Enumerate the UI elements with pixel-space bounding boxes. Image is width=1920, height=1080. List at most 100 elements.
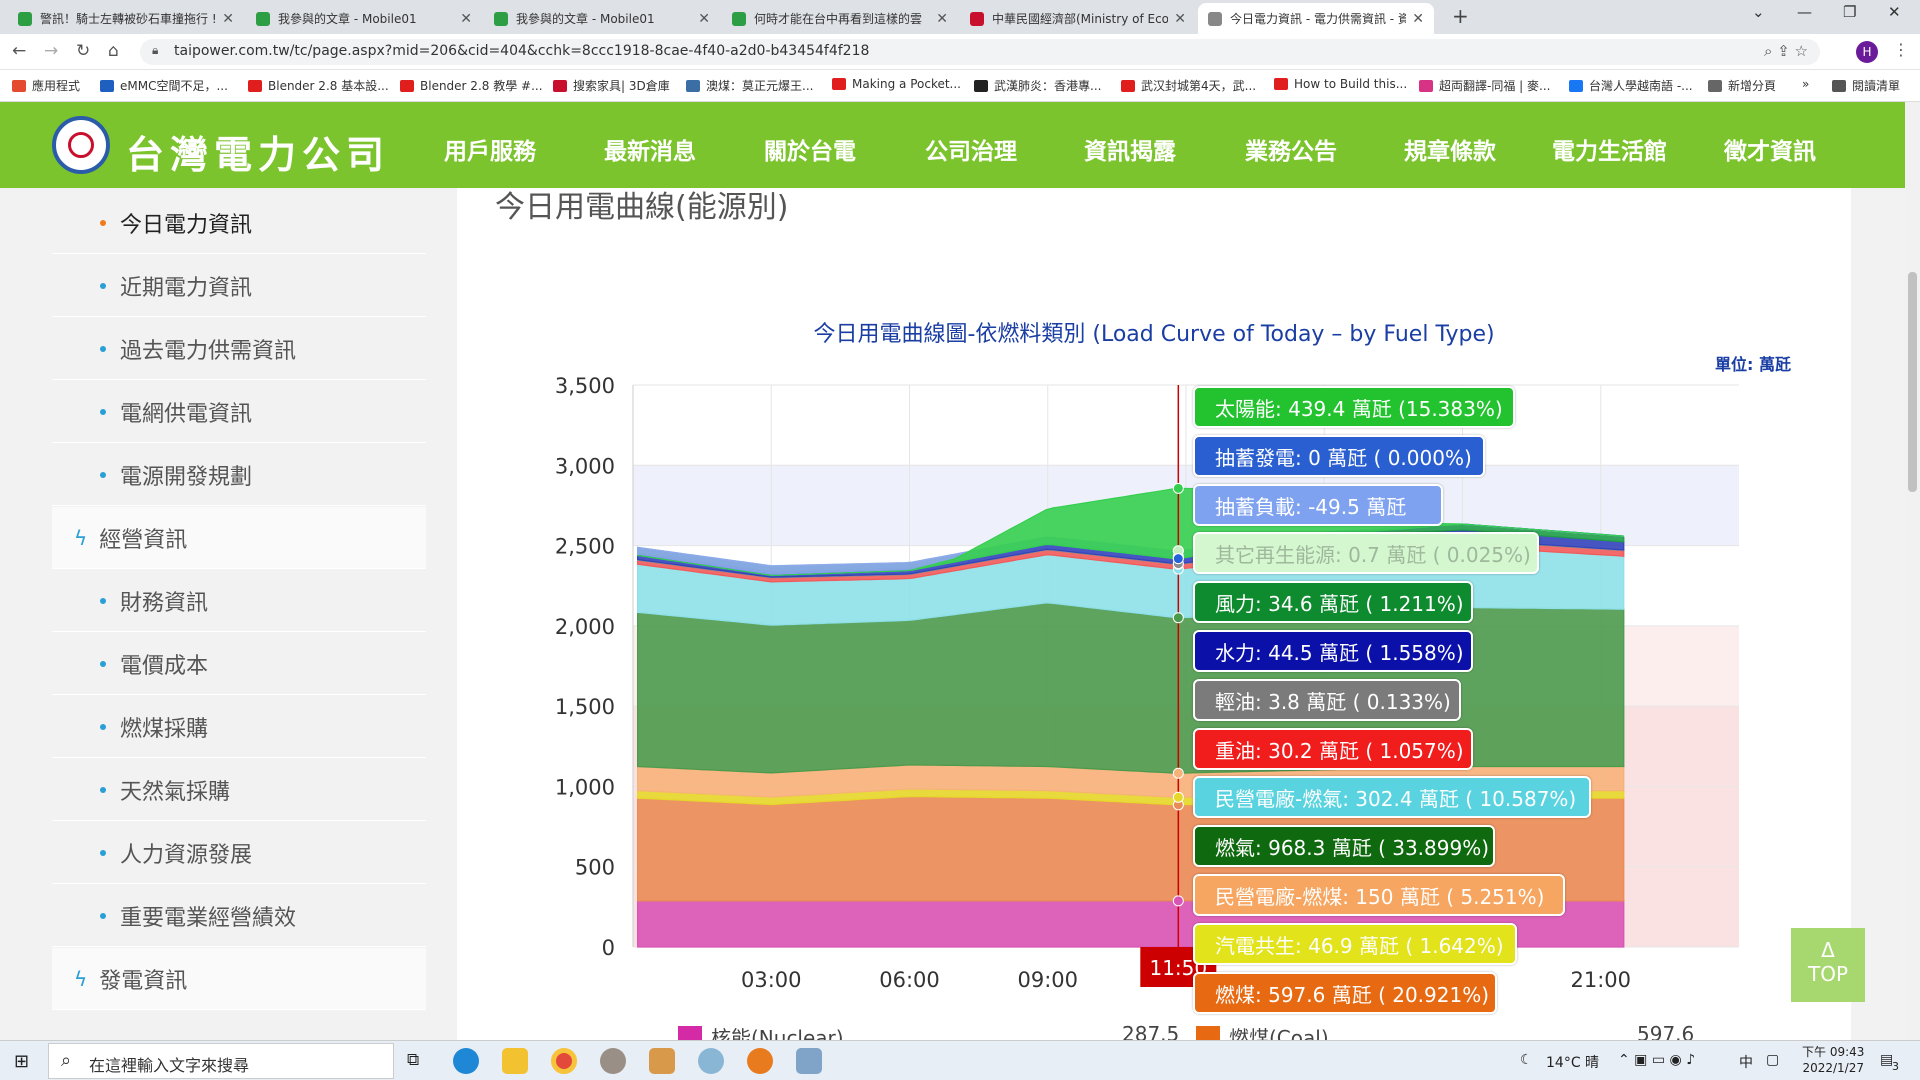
ime-indicator[interactable]: 中 (1739, 1055, 1753, 1071)
sidebar-item[interactable]: 財務資訊 (52, 570, 426, 632)
back-icon[interactable]: ← (12, 41, 27, 61)
file-explorer-icon[interactable] (502, 1048, 528, 1074)
bookmark-label: 武汉封城第4天，武... (1141, 79, 1257, 93)
bookmark-item[interactable]: 閱讀清單 (1832, 77, 1900, 94)
tooltip-text: 輕油: 3.8 萬瓩 ( 0.133%) (1215, 689, 1451, 714)
windows-start-icon[interactable]: ⊞ (14, 1051, 30, 1072)
app-icon-2[interactable] (649, 1048, 675, 1074)
site-logo-text[interactable]: 台灣電力公司 (126, 132, 391, 177)
browser-tab[interactable]: 警訊！騎士左轉被砂石車撞拖行 ! ✕ (8, 3, 244, 34)
bookmark-label: 閱讀清單 (1852, 79, 1901, 93)
main-nav-item[interactable]: 業務公告 (1245, 139, 1337, 165)
tooltip-text: 風力: 34.6 萬瓩 ( 1.211%) (1215, 592, 1464, 617)
sidebar-item[interactable]: 重要電業經營績效 (52, 885, 426, 947)
sidebar-item[interactable]: 天然氣採購 (52, 759, 426, 821)
scroll-thumb[interactable] (1908, 272, 1917, 492)
tooltip-text: 民營電廠-燃氣: 302.4 萬瓩 ( 10.587%) (1215, 787, 1577, 812)
main-nav-item[interactable]: 電力生活館 (1552, 139, 1667, 165)
browser-tab[interactable]: 何時才能在台中再看到這樣的雲 ✕ (722, 3, 958, 34)
bookmark-item[interactable]: Blender 2.8 教學 #... (400, 77, 543, 94)
new-tab-button[interactable]: + (1452, 4, 1469, 28)
tab-close-icon[interactable]: ✕ (1174, 10, 1186, 27)
sidebar-section[interactable]: ϟ 經營資訊 (52, 507, 426, 569)
weather-text[interactable]: 14°C 晴 (1546, 1055, 1600, 1071)
bookmark-star-icon[interactable]: ⌕ ⇪ ☆ (1764, 42, 1808, 60)
ime-mode-icon[interactable]: ▢ (1766, 1052, 1780, 1068)
forward-icon[interactable]: → (44, 41, 59, 61)
sidebar-item[interactable]: 電源開發規劃 (52, 444, 426, 506)
browser-tab[interactable]: 今日電力資訊 - 電力供需資訊 - 資 ✕ (1198, 3, 1434, 34)
sidebar-item[interactable]: 過去電力供需資訊 (52, 318, 426, 380)
tab-close-icon[interactable]: ✕ (936, 10, 948, 27)
bookmark-item[interactable]: 武漢肺炎：香港專... (974, 77, 1101, 94)
main-nav-item[interactable]: 關於台電 (764, 139, 856, 165)
restore-icon[interactable]: ❐ (1843, 3, 1857, 21)
browser-tab[interactable]: 中華民國經濟部(Ministry of Eco ✕ (960, 3, 1196, 34)
bullet-icon (100, 597, 106, 604)
sidebar-item[interactable]: 燃煤採購 (52, 696, 426, 758)
close-window-icon[interactable]: ✕ (1888, 3, 1901, 21)
bookmark-label: Blender 2.8 教學 #... (420, 79, 543, 93)
bookmark-item[interactable]: Making a Pocket... (832, 77, 961, 91)
lightning-icon: ϟ (74, 966, 88, 991)
notification-icon[interactable]: ▤ (1880, 1052, 1894, 1068)
tray-icons[interactable]: ⌃ ▣ ▭ ◉ ♪ (1618, 1052, 1696, 1068)
taskbar-search-box[interactable]: ⌕ 在這裡輸入文字來搜尋 (48, 1043, 394, 1079)
bookmark-item[interactable]: 應用程式 (12, 77, 80, 94)
weather-icon[interactable]: ☾ (1520, 1052, 1533, 1068)
sidebar-item[interactable]: 電網供電資訊 (52, 381, 426, 443)
bookmark-item[interactable]: 台灣人學越南語 -... (1569, 77, 1693, 94)
browser-tab[interactable]: 我參與的文章 - Mobile01 ✕ (484, 3, 720, 34)
reload-icon[interactable]: ↻ (76, 41, 91, 61)
browser-tab[interactable]: 我參與的文章 - Mobile01 ✕ (246, 3, 482, 34)
chrome-icon[interactable] (551, 1048, 577, 1074)
area-series[interactable] (637, 602, 1625, 774)
tab-search-icon[interactable]: ⌄ (1752, 3, 1765, 21)
app-icon-3[interactable] (698, 1048, 724, 1074)
task-view-icon[interactable]: ⧉ (407, 1050, 420, 1070)
bookmark-item[interactable]: eMMC空間不足，... (100, 77, 228, 94)
sidebar-item[interactable]: 電價成本 (52, 633, 426, 695)
page-scrollbar[interactable] (1905, 102, 1920, 1040)
sidebar-item[interactable]: 近期電力資訊 (52, 255, 426, 317)
app-icon-1[interactable] (600, 1048, 626, 1074)
main-nav-item[interactable]: 規章條款 (1404, 139, 1496, 165)
minimize-icon[interactable]: — (1797, 3, 1812, 21)
series-tooltip: 民營電廠-燃氣: 302.4 萬瓩 ( 10.587%) (1193, 776, 1591, 819)
sidebar-section[interactable]: ϟ 發電資訊 (52, 948, 426, 1010)
tab-close-icon[interactable]: ✕ (222, 10, 234, 27)
tab-close-icon[interactable]: ✕ (1412, 10, 1424, 27)
main-nav-item[interactable]: 最新消息 (604, 139, 696, 165)
main-nav-item[interactable]: 公司治理 (925, 139, 1017, 165)
address-bar[interactable]: 🔒︎ taipower.com.tw/tc/page.aspx?mid=206&… (140, 39, 1820, 65)
sidebar-item[interactable]: 今日電力資訊 (52, 192, 426, 254)
profile-avatar[interactable]: H (1856, 41, 1878, 63)
y-tick-label: 1,500 (555, 695, 615, 719)
home-icon[interactable]: ⌂ (108, 41, 119, 61)
main-nav-item[interactable]: 徵才資訊 (1724, 139, 1816, 165)
bookmark-item[interactable]: 搜索家具| 3D倉庫 (553, 77, 670, 94)
bookmark-item[interactable]: Blender 2.8 基本設... (248, 77, 389, 94)
edge-icon[interactable] (453, 1048, 479, 1074)
bookmark-item[interactable]: How to Build this... (1274, 77, 1407, 91)
browser-menu-icon[interactable]: ⋮ (1893, 40, 1909, 59)
x-tick-label: 06:00 (879, 968, 940, 992)
blender-icon[interactable] (747, 1048, 773, 1074)
tab-close-icon[interactable]: ✕ (698, 10, 710, 27)
taskbar-clock[interactable]: 下午 09:43 2022/1/27 (1802, 1044, 1864, 1076)
app-icon-4[interactable] (796, 1048, 822, 1074)
taipower-logo-icon[interactable] (52, 116, 110, 174)
area-series[interactable] (637, 487, 1624, 577)
back-to-top-button[interactable]: Δ TOP (1791, 928, 1865, 1002)
bookmark-item[interactable]: 新增分頁 (1708, 77, 1776, 94)
bookmark-item[interactable]: 澳煤：莫正元爆王... (686, 77, 813, 94)
load-curve-chart[interactable]: 3,500 3,000 2,500 2,000 1,500 1,000 500 0 03:00 0… (0, 0, 1905, 1040)
main-nav-item[interactable]: 資訊揭露 (1084, 139, 1176, 165)
bookmark-item[interactable]: 超両翻譯-同福 | 麥... (1419, 77, 1550, 94)
bookmark-item[interactable]: » (1802, 77, 1809, 91)
sidebar-item-label: 電網供電資訊 (120, 401, 253, 427)
tab-close-icon[interactable]: ✕ (460, 10, 472, 27)
bookmark-item[interactable]: 武汉封城第4天，武... (1121, 77, 1256, 94)
sidebar-item[interactable]: 人力資源發展 (52, 822, 426, 884)
main-nav-item[interactable]: 用戶服務 (444, 139, 536, 165)
